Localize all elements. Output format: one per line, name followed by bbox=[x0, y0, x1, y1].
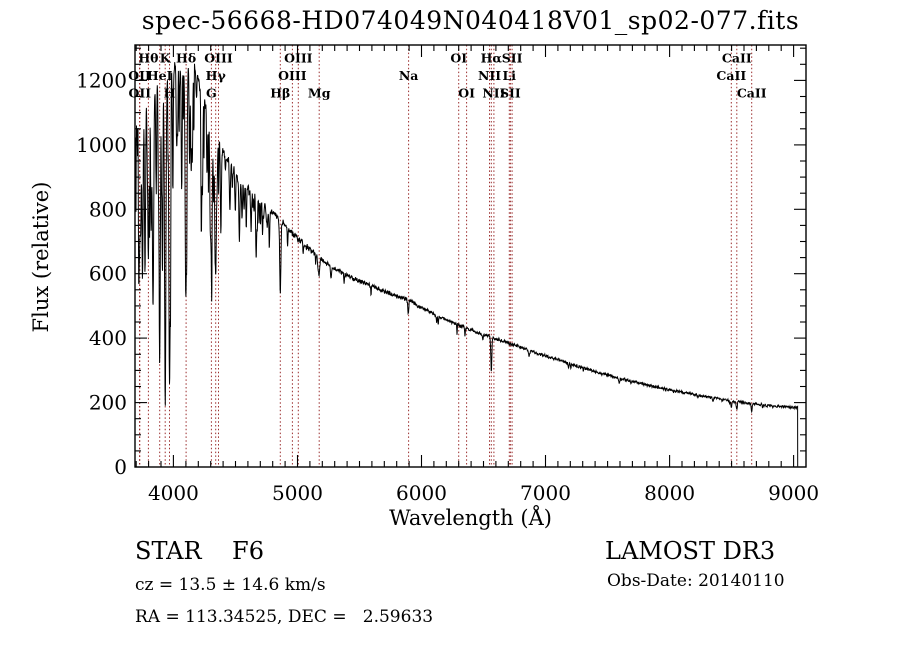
feature-label-Hθ: Hθ bbox=[138, 51, 158, 66]
spectral-feature-labels: OIIOIIHθHeIKHHδGHγOIIIHβOIIIOIIIMgNaOIOI… bbox=[128, 51, 767, 101]
y-tick-label: 0 bbox=[114, 455, 127, 479]
y-tick-label: 1000 bbox=[76, 133, 127, 157]
y-tick-label: 1200 bbox=[76, 68, 127, 92]
obs-date-label: Obs-Date: 20140110 bbox=[607, 571, 785, 591]
feature-label-Li: Li bbox=[503, 68, 517, 83]
y-tick-labels: 0 200 400 600 800 1000 1200 bbox=[76, 68, 127, 479]
y-tick-label: 800 bbox=[89, 197, 127, 221]
y-axis-label: Flux (relative) bbox=[29, 181, 53, 333]
feature-label-Hδ: Hδ bbox=[176, 51, 196, 66]
feature-label-OIII: OIII bbox=[284, 51, 313, 66]
feature-label-SII: SII bbox=[502, 51, 523, 66]
x-axis-label: Wavelength (Å) bbox=[389, 506, 552, 530]
ra-dec-label: RA = 113.34525, DEC = 2.59633 bbox=[135, 607, 434, 627]
object-class-label: STAR F6 bbox=[135, 537, 264, 565]
spectral-feature-lines bbox=[139, 45, 753, 467]
feature-label-Hβ: Hβ bbox=[270, 86, 290, 101]
feature-label-CaII: CaII bbox=[716, 68, 746, 83]
plot-title: spec-56668-HD074049N040418V01_sp02-077.f… bbox=[141, 6, 800, 35]
feature-label-Mg: Mg bbox=[308, 86, 331, 101]
spectrum-curve bbox=[134, 62, 799, 467]
feature-label-SII: SII bbox=[500, 86, 521, 101]
y-tick-label: 200 bbox=[89, 391, 127, 415]
feature-label-K: K bbox=[160, 51, 172, 66]
feature-label-G: G bbox=[206, 86, 217, 101]
feature-label-CaII: CaII bbox=[722, 51, 752, 66]
feature-label-OIII: OIII bbox=[204, 51, 233, 66]
feature-label-CaII: CaII bbox=[737, 86, 767, 101]
axes-box bbox=[134, 44, 807, 468]
plot-box bbox=[134, 44, 807, 468]
feature-label-Hγ: Hγ bbox=[206, 68, 227, 83]
feature-label-OIII: OIII bbox=[278, 68, 307, 83]
radial-velocity-label: cz = 13.5 ± 14.6 km/s bbox=[135, 575, 326, 595]
x-tick-label: 4000 bbox=[148, 481, 199, 505]
x-tick-label: 6000 bbox=[396, 481, 447, 505]
axis-ticks bbox=[135, 45, 806, 468]
feature-label-Hα: Hα bbox=[481, 51, 503, 66]
x-tick-label: 7000 bbox=[520, 481, 571, 505]
y-tick-label: 600 bbox=[89, 262, 127, 286]
y-tick-label: 400 bbox=[89, 326, 127, 350]
x-tick-label: 5000 bbox=[272, 481, 323, 505]
feature-label-OI: OI bbox=[450, 51, 467, 66]
x-tick-label: 9000 bbox=[768, 481, 819, 505]
feature-label-OII: OII bbox=[128, 68, 151, 83]
x-tick-labels: 4000 5000 6000 7000 8000 9000 bbox=[148, 481, 819, 505]
feature-label-Na: Na bbox=[399, 68, 419, 83]
feature-label-NII: NII bbox=[482, 86, 505, 101]
feature-label-HeI: HeI bbox=[147, 68, 173, 83]
survey-label: LAMOST DR3 bbox=[605, 537, 776, 565]
feature-label-OII: OII bbox=[129, 86, 152, 101]
feature-label-OI: OI bbox=[458, 86, 475, 101]
x-tick-label: 8000 bbox=[644, 481, 695, 505]
feature-label-NII: NII bbox=[478, 68, 501, 83]
